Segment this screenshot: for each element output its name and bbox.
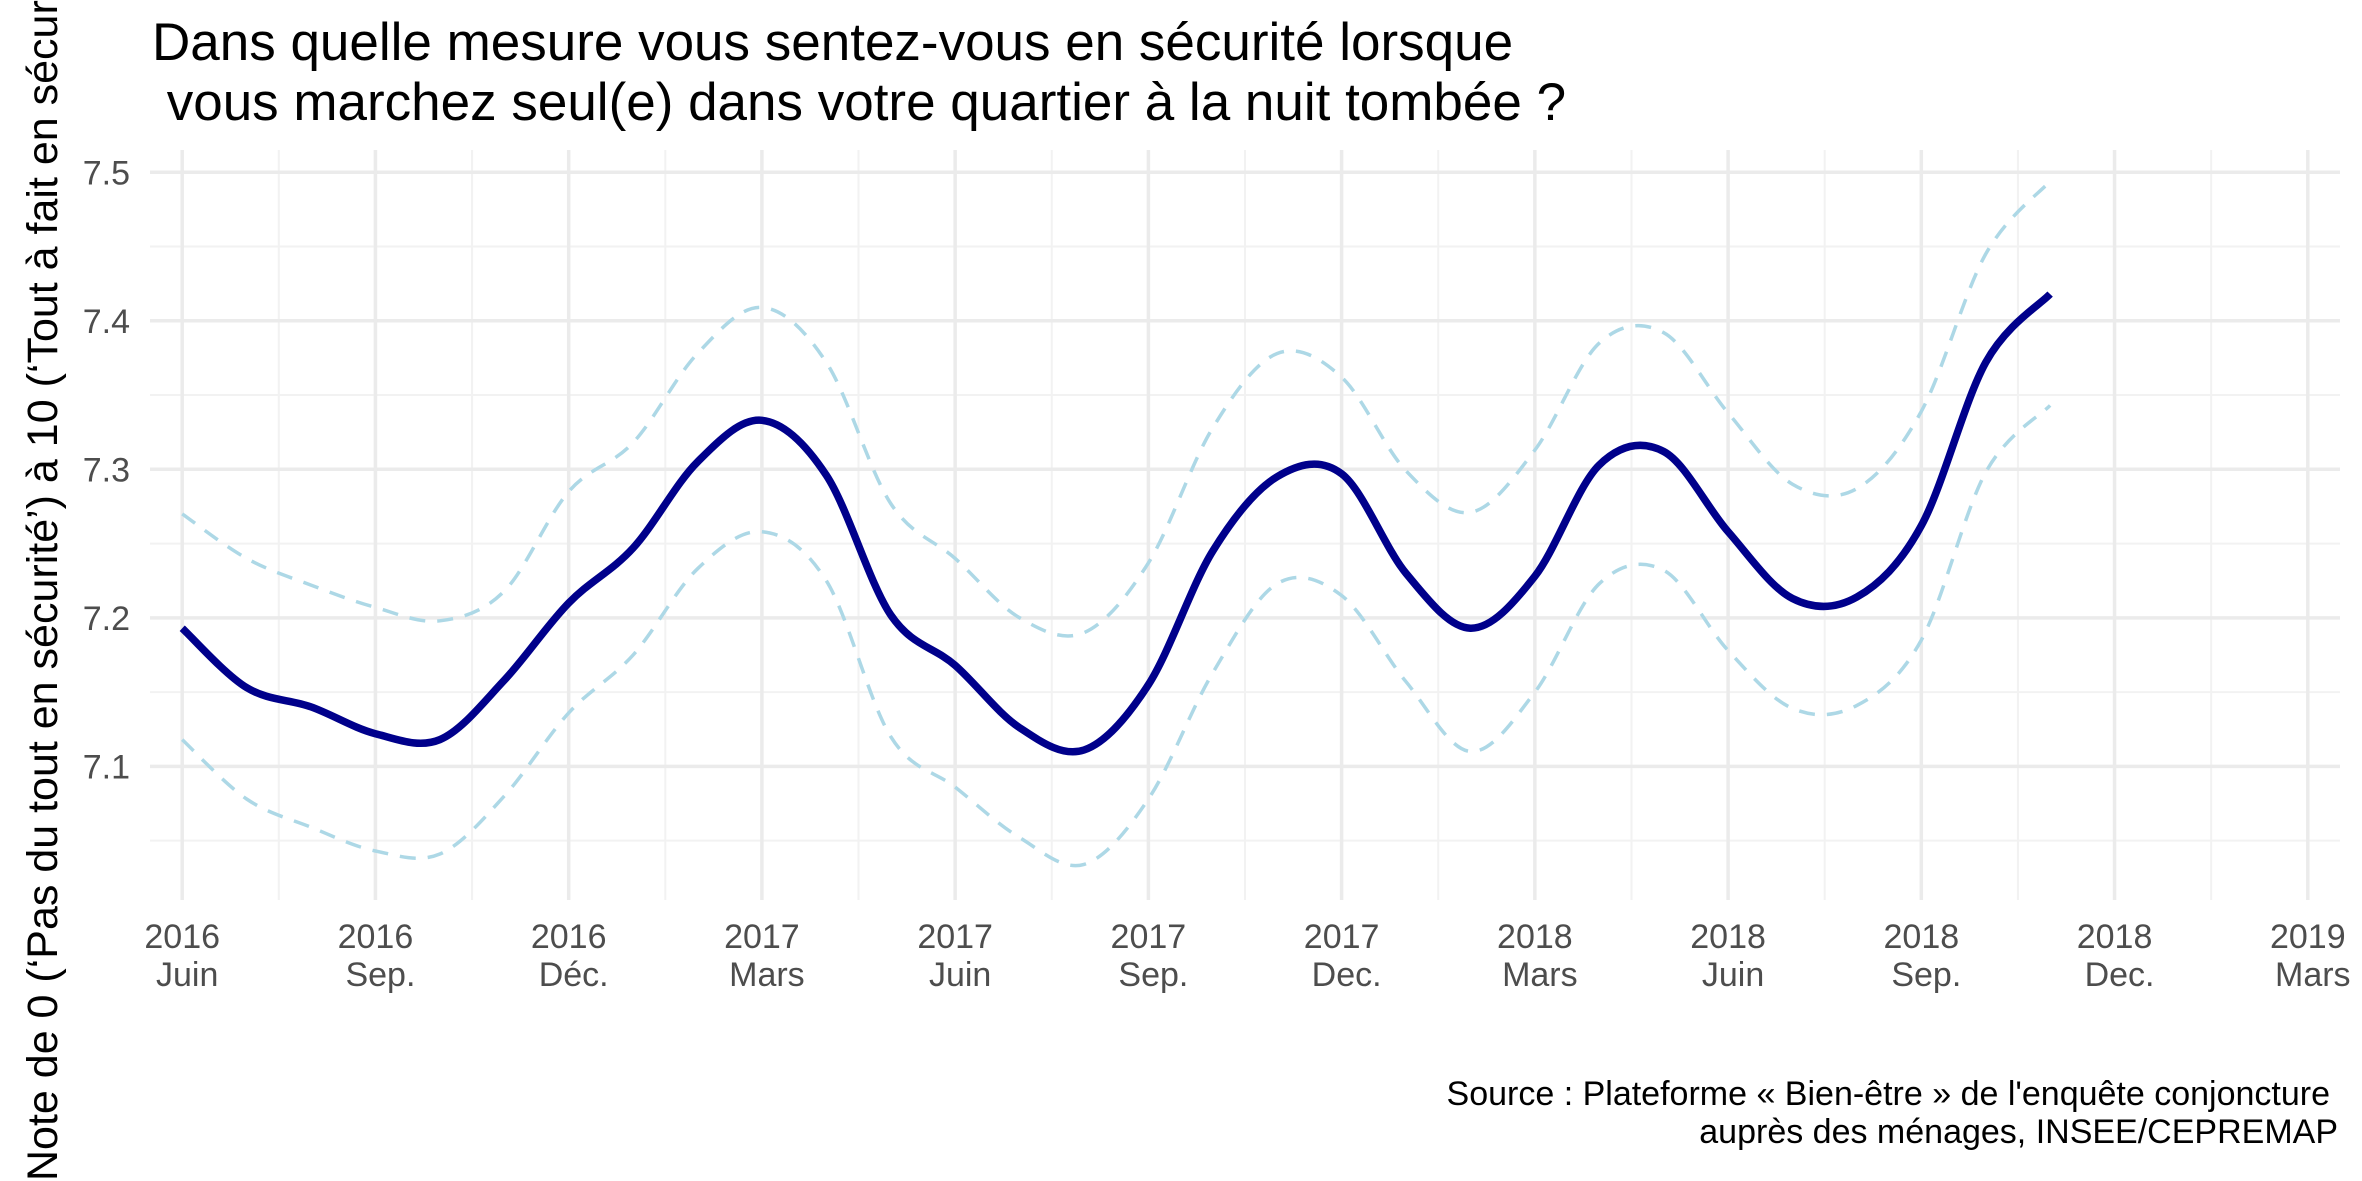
y-tick-label: 7.4 — [83, 303, 130, 341]
mean-series-line — [179, 291, 2053, 756]
x-tick-period: Juin — [1702, 956, 1764, 994]
y-tick-label: 7.5 — [83, 154, 130, 192]
series-group — [179, 180, 2053, 868]
chart-title-line-2: vous marchez seul(e) dans votre quartier… — [152, 73, 1566, 132]
y-tick-label: 7.1 — [83, 748, 130, 786]
x-tick-period: Déc. — [539, 956, 609, 994]
x-tick-year: 2016 — [531, 918, 607, 956]
x-tick-period: Dec. — [2085, 956, 2155, 994]
x-tick-period: Juin — [929, 956, 991, 994]
x-tick-year: 2018 — [1690, 918, 1766, 956]
x-tick-period: Juin — [156, 956, 218, 994]
x-tick-period: Mars — [729, 956, 805, 994]
y-tick-labels: 7.1 7.2 7.3 7.4 7.5 — [83, 154, 130, 786]
x-tick-period: Dec. — [1312, 956, 1382, 994]
chart-title-line-1: Dans quelle mesure vous sentez-vous en s… — [152, 13, 1513, 72]
source-caption-line-2: auprès des ménages, INSEE/CEPREMAP — [1699, 1113, 2338, 1151]
y-tick-label: 7.3 — [83, 451, 130, 489]
y-tick-label: 7.2 — [83, 600, 130, 638]
x-tick-period: Mars — [2275, 956, 2351, 994]
x-tick-labels: 2016Juin2016Sep.2016Déc.2017Mars2017Juin… — [144, 918, 2350, 994]
x-tick-year: 2017 — [917, 918, 993, 956]
y-axis-label: Note de 0 (‘Pas du tout en sécurité’) à … — [19, 0, 67, 1181]
x-tick-year: 2018 — [1884, 918, 1960, 956]
confidence-bound-line — [181, 404, 2052, 868]
x-tick-year: 2017 — [724, 918, 800, 956]
x-tick-year: 2017 — [1111, 918, 1187, 956]
x-tick-period: Sep. — [345, 956, 415, 994]
x-tick-year: 2018 — [1497, 918, 1573, 956]
confidence-bound-line — [181, 180, 2052, 638]
x-tick-year: 2018 — [2077, 918, 2153, 956]
x-tick-period: Sep. — [1118, 956, 1188, 994]
x-tick-year: 2019 — [2270, 918, 2346, 956]
x-tick-year: 2017 — [1304, 918, 1380, 956]
source-caption-line-1: Source : Plateforme « Bien-être » de l'e… — [1447, 1075, 2330, 1113]
x-tick-year: 2016 — [338, 918, 414, 956]
x-tick-period: Sep. — [1891, 956, 1961, 994]
x-tick-period: Mars — [1502, 956, 1578, 994]
x-tick-year: 2016 — [144, 918, 220, 956]
